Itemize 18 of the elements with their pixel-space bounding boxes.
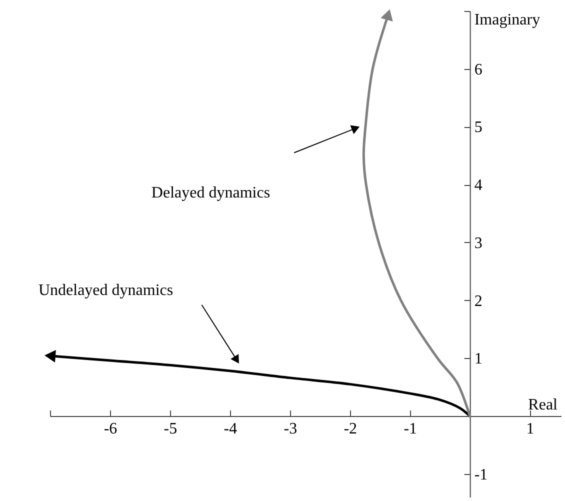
x-axis-title: Real [528,396,558,414]
y-tick-label: 6 [474,61,482,78]
x-tick-label: -5 [164,420,178,438]
y-tick-label: 2 [474,292,482,310]
x-tick-label: -6 [104,420,118,438]
x-tick-label: 1 [526,420,534,438]
annotation: Undelayed dynamics [38,282,174,299]
y-tick-label: 4 [474,177,482,194]
x-tick-label: -1 [404,420,418,438]
annotation: Delayed dynamics [151,184,270,202]
x-tick-label: -3 [284,420,298,438]
x-tick-label: -4 [224,420,238,438]
y-tick-label: -1 [474,466,488,484]
y-tick-label: 5 [474,119,482,136]
x-tick-label: -2 [344,420,358,438]
y-tick-label: 3 [474,234,482,252]
y-axis-title: Imaginary [474,12,540,28]
y-tick-label: 1 [474,350,482,368]
